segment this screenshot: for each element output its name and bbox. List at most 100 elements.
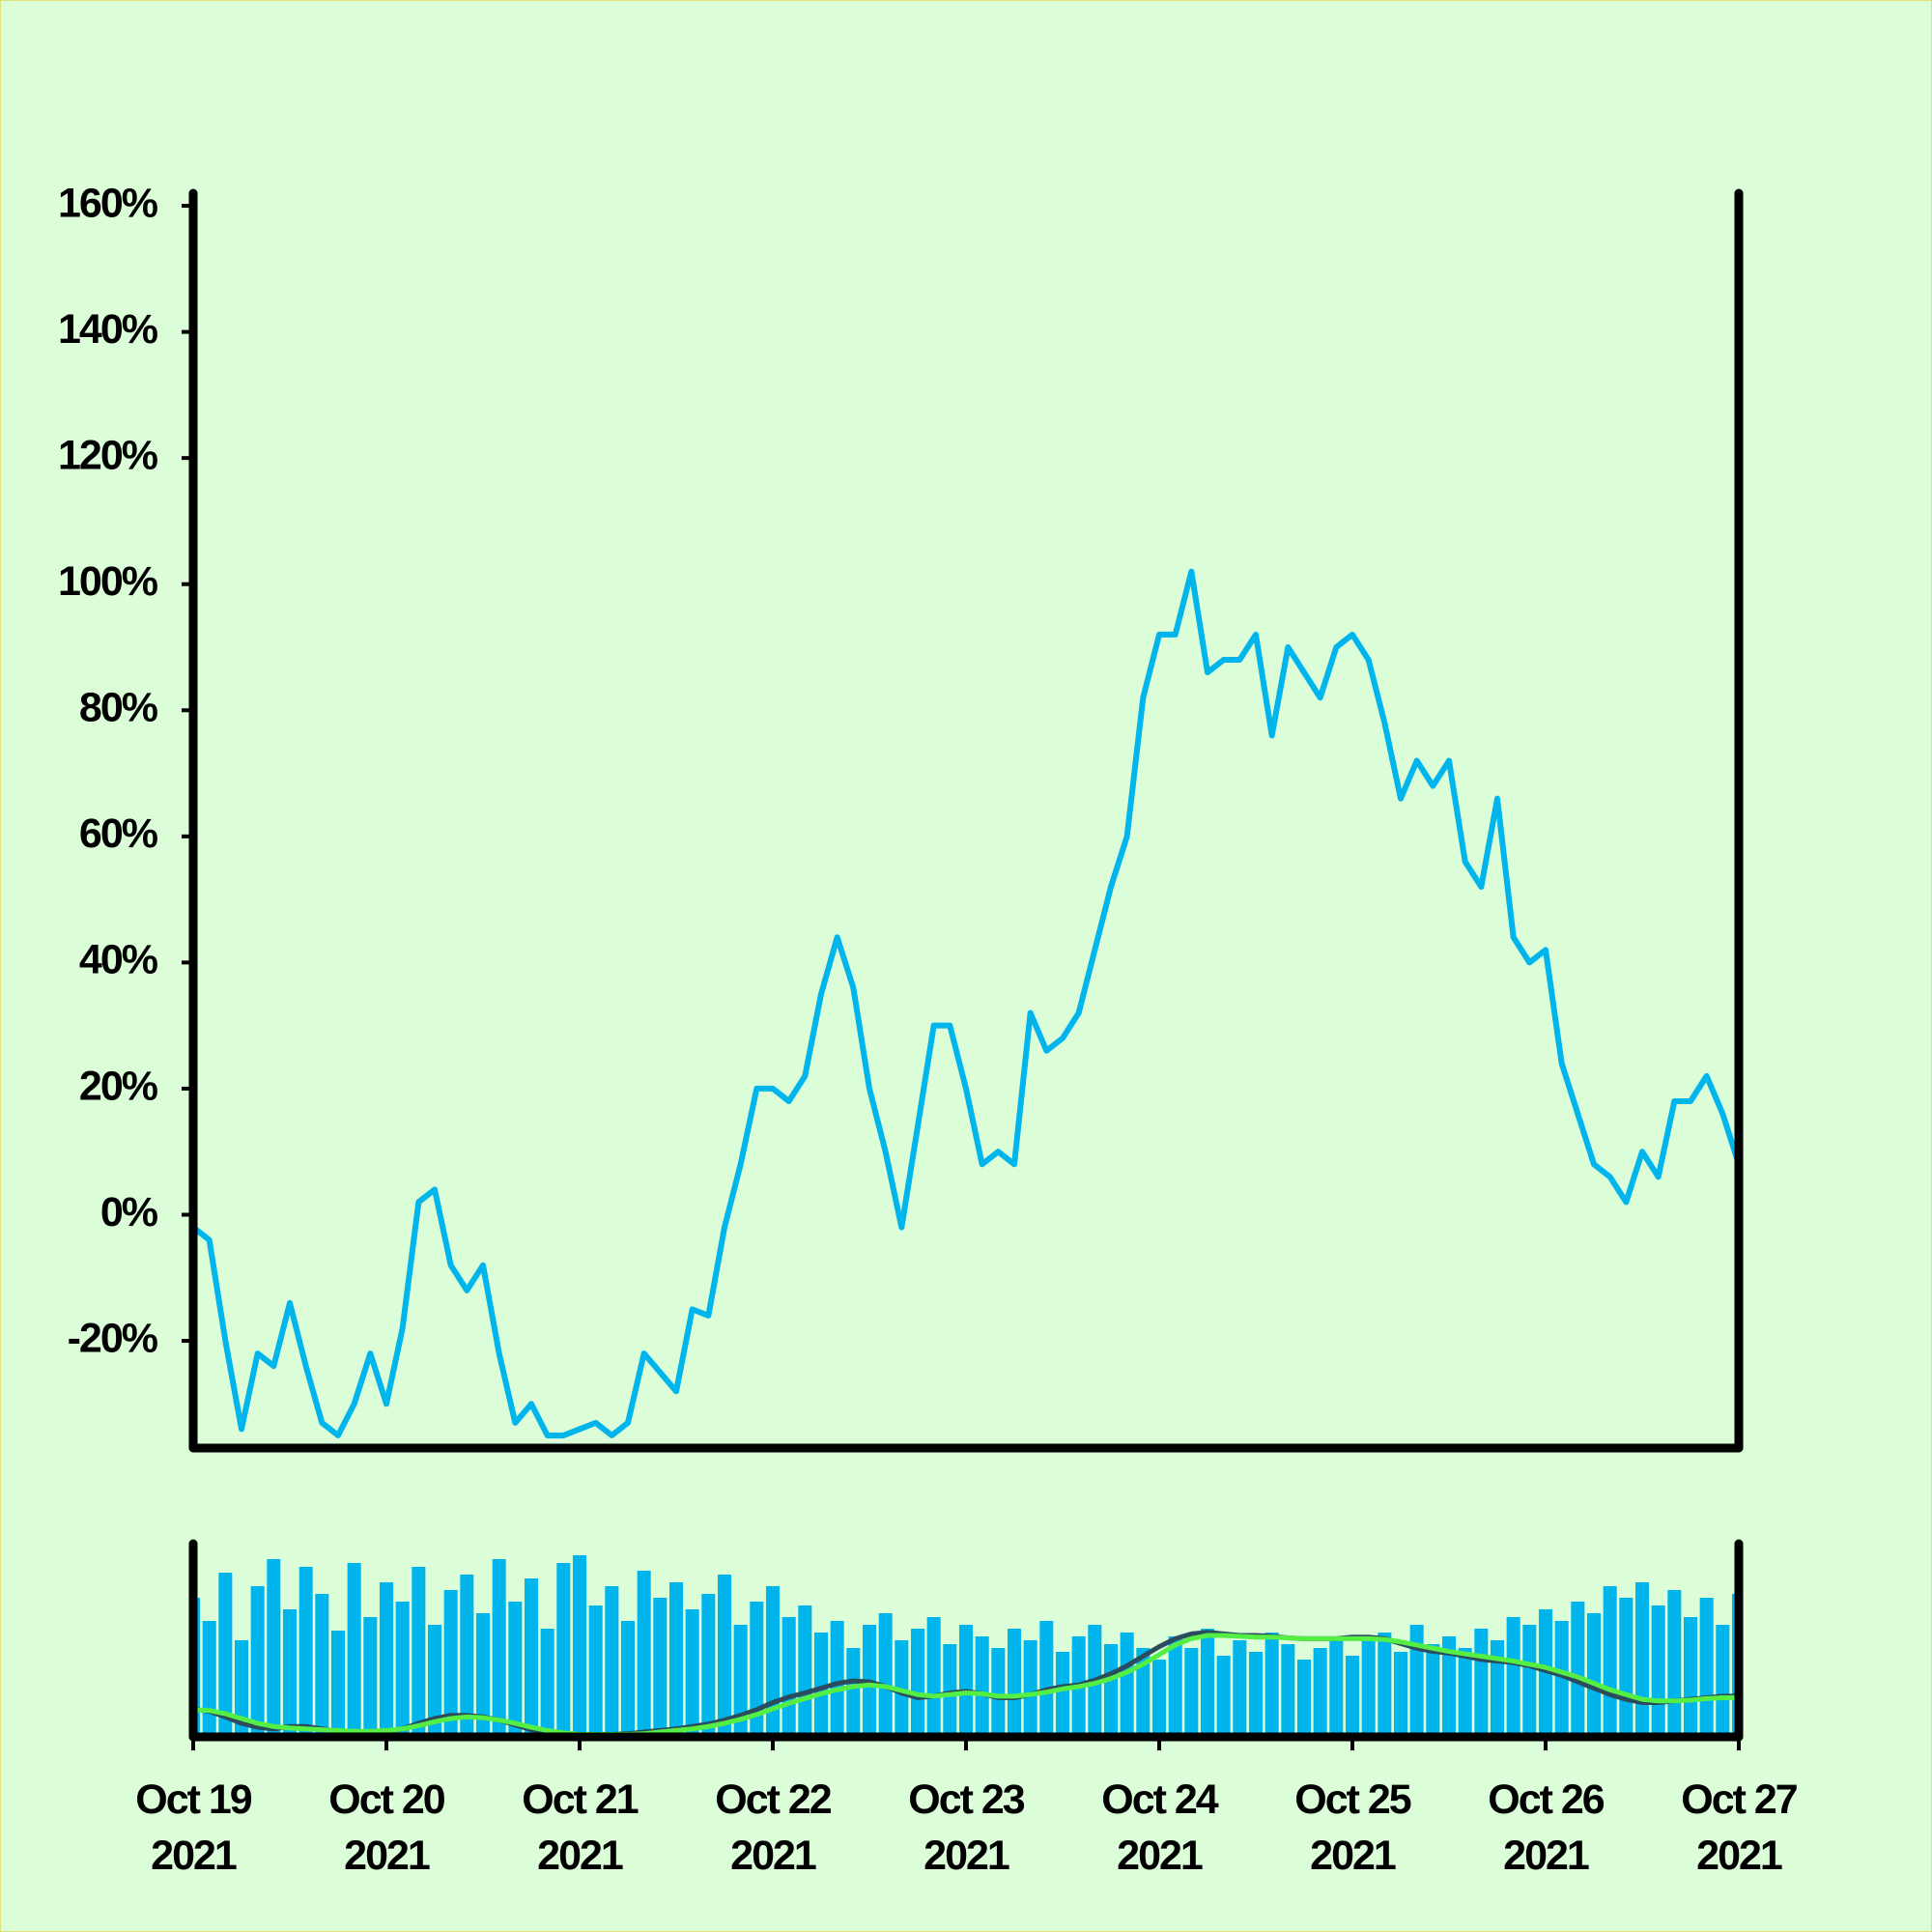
volume-bar bbox=[943, 1644, 957, 1737]
volume-bar bbox=[1039, 1621, 1054, 1737]
volume-bar bbox=[958, 1625, 974, 1737]
volume-bar bbox=[1458, 1648, 1472, 1737]
volume-bar bbox=[1120, 1633, 1134, 1737]
volume-bar bbox=[1506, 1617, 1520, 1737]
volume-bar bbox=[1490, 1640, 1505, 1737]
volume-bar bbox=[202, 1621, 216, 1737]
x-tick-label: Oct 25 2021 bbox=[1294, 1776, 1411, 1879]
volume-bar bbox=[347, 1563, 361, 1737]
volume-bar bbox=[1361, 1640, 1376, 1737]
volume-bar bbox=[717, 1575, 732, 1737]
volume-bar bbox=[668, 1582, 684, 1737]
volume-bar bbox=[1200, 1629, 1215, 1737]
volume-bar bbox=[1233, 1640, 1247, 1737]
x-tick-label: Oct 19 2021 bbox=[135, 1776, 252, 1879]
volume-bar bbox=[1329, 1636, 1344, 1737]
volume-bar bbox=[926, 1617, 941, 1737]
volume-bar bbox=[443, 1590, 458, 1737]
volume-bar bbox=[412, 1567, 426, 1737]
y-tick-label: 20% bbox=[79, 1063, 158, 1109]
volume-bar bbox=[733, 1625, 748, 1737]
volume-bar bbox=[1634, 1582, 1650, 1737]
volume-bar bbox=[250, 1586, 265, 1737]
volume-bar bbox=[282, 1609, 298, 1737]
line-series bbox=[193, 1633, 1739, 1737]
volume-bar bbox=[1151, 1660, 1167, 1737]
volume-bar bbox=[1216, 1656, 1231, 1737]
volume-bar bbox=[765, 1586, 781, 1737]
volume-bar bbox=[1393, 1652, 1408, 1737]
y-tick-label: 120% bbox=[58, 433, 158, 479]
y-tick-label: 100% bbox=[58, 558, 158, 605]
y-tick-label: 140% bbox=[58, 306, 158, 353]
plot-area bbox=[193, 1555, 1739, 1737]
volume-bar bbox=[298, 1567, 313, 1737]
volume-bar bbox=[1313, 1648, 1327, 1737]
volume-bar bbox=[1699, 1598, 1714, 1737]
volume-bar bbox=[1248, 1652, 1264, 1737]
volume-bar bbox=[1426, 1644, 1440, 1737]
volume-bar bbox=[330, 1631, 346, 1737]
volume-bar bbox=[267, 1559, 281, 1737]
volume-bar bbox=[1571, 1602, 1585, 1737]
volume-bar bbox=[1716, 1625, 1730, 1737]
volume-bar bbox=[620, 1621, 636, 1737]
volume-bar bbox=[813, 1633, 829, 1737]
volume-bar bbox=[1683, 1617, 1698, 1737]
volume-bar bbox=[1651, 1605, 1665, 1737]
volume-bar bbox=[508, 1602, 523, 1737]
volume-bar bbox=[524, 1578, 539, 1737]
volume-bar bbox=[1667, 1590, 1682, 1737]
volume-bar bbox=[588, 1605, 603, 1737]
volume-bar bbox=[991, 1648, 1006, 1737]
x-tick-label: Oct 22 2021 bbox=[715, 1776, 832, 1879]
volume-bar bbox=[1409, 1625, 1424, 1737]
y-tick-label: 60% bbox=[79, 810, 158, 857]
volume-bar bbox=[750, 1602, 764, 1737]
volume-bar bbox=[1264, 1633, 1279, 1737]
volume-bar bbox=[475, 1613, 491, 1737]
volume-bar bbox=[637, 1571, 651, 1737]
volume-bar bbox=[1055, 1652, 1070, 1737]
volume-bar bbox=[556, 1563, 571, 1737]
volume-bar bbox=[1296, 1660, 1312, 1737]
y-tick-label: -20% bbox=[68, 1315, 158, 1361]
volume-bar bbox=[846, 1648, 861, 1737]
volume-bar bbox=[685, 1609, 699, 1737]
volume-bar bbox=[653, 1598, 668, 1737]
volume-bar bbox=[781, 1617, 796, 1737]
y-tick-label: 0% bbox=[100, 1189, 158, 1236]
y-tick-label: 80% bbox=[79, 685, 158, 731]
volume-bar bbox=[1441, 1636, 1457, 1737]
volume-bar bbox=[1522, 1625, 1537, 1737]
volume-bar bbox=[1136, 1648, 1151, 1737]
x-tick-label: Oct 26 2021 bbox=[1488, 1776, 1605, 1879]
volume-bar bbox=[395, 1602, 410, 1737]
volume-bar bbox=[910, 1629, 925, 1737]
volume-bar bbox=[878, 1613, 893, 1737]
y-tick-label: 40% bbox=[79, 937, 158, 983]
x-tick-label: Oct 20 2021 bbox=[328, 1776, 445, 1879]
volume-bar bbox=[1168, 1636, 1182, 1737]
volume-bar bbox=[315, 1594, 329, 1737]
volume-bar bbox=[379, 1582, 394, 1737]
volume-bar bbox=[1281, 1644, 1295, 1737]
volume-bar bbox=[1103, 1644, 1119, 1737]
volume-bar bbox=[830, 1621, 844, 1737]
line-series bbox=[193, 568, 1739, 1438]
volume-bar bbox=[460, 1575, 474, 1737]
volume-bar bbox=[1619, 1598, 1634, 1737]
volume-bar bbox=[492, 1559, 506, 1737]
volume-bar bbox=[1007, 1629, 1022, 1737]
volume-bar bbox=[540, 1629, 554, 1737]
volume-bar bbox=[975, 1636, 989, 1737]
volume-bar bbox=[1378, 1633, 1392, 1737]
volume-bar bbox=[1474, 1629, 1489, 1737]
volume-bar bbox=[798, 1605, 812, 1737]
volume-bar bbox=[1184, 1648, 1199, 1737]
plot-area bbox=[193, 568, 1739, 1438]
volume-bar bbox=[605, 1586, 619, 1737]
y-tick-label: 160% bbox=[58, 180, 158, 226]
volume-bar bbox=[1603, 1586, 1617, 1737]
